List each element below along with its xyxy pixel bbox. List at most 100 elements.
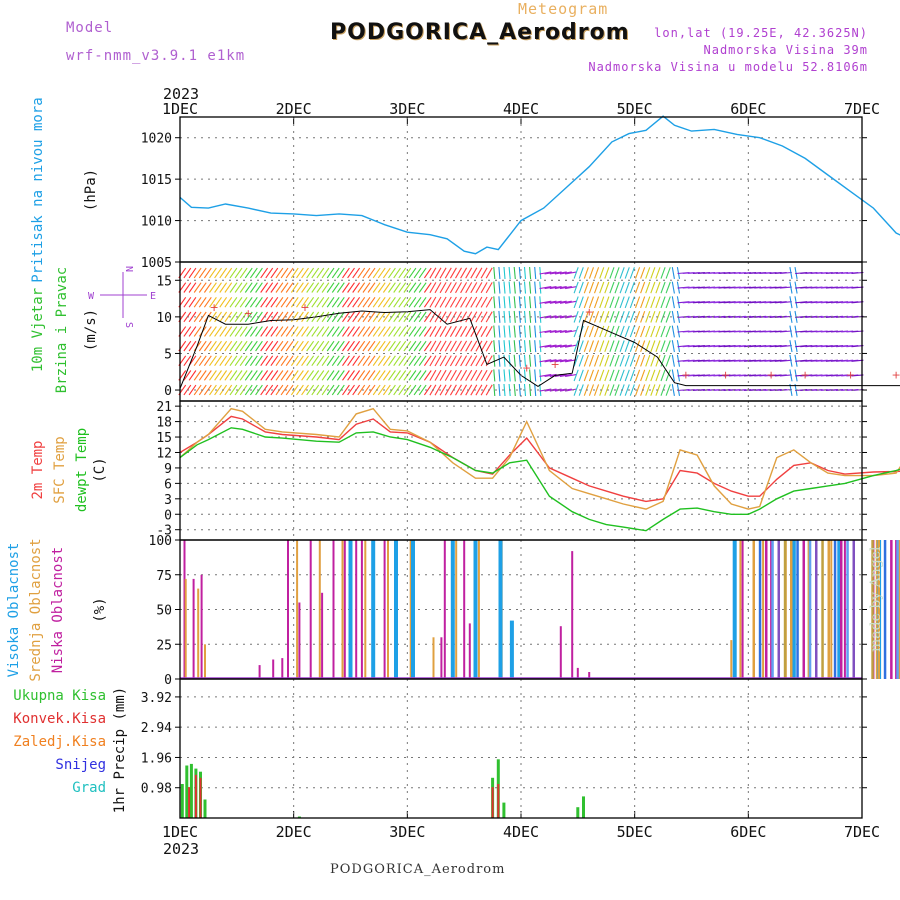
wind-arrow [362,296,371,308]
wind-arrow [640,281,646,294]
cloud-mid-bar [341,540,344,679]
wind-arrow [444,340,452,352]
cloud-low-bar [332,540,335,679]
wind-arrow [413,311,422,323]
wind-arrow [326,355,335,367]
wind-arrow [503,354,506,367]
wind-arrow [444,355,452,367]
wind-gust-marker: + [846,368,855,381]
wind-arrow [539,383,542,397]
cloud-low-bar [287,540,289,679]
wind-arrow [604,384,610,396]
legend-hail: Grad [72,780,106,796]
wind-arrow [534,266,537,280]
wind-arrow [539,271,552,275]
wind-arrow [306,384,315,396]
wind-arrow [650,369,656,382]
wind-arrow [498,266,501,280]
wind-arrow [444,326,452,337]
wind-arrow [539,296,542,309]
wind-arrow [645,281,651,294]
wind-arrow [599,340,605,352]
wind-arrow [518,340,521,353]
x-tick-label-top: 2DEC [276,100,312,118]
cloud-mix-bar [758,540,762,679]
compass-east: E [150,291,156,302]
wind-arrow [503,296,506,309]
wind-arrow [224,282,233,293]
wind-arrow [588,296,595,309]
wind-arrow [301,296,309,308]
wind-arrow [193,311,202,323]
temp-unit-label: (C) [92,457,108,482]
wind-arrow [640,296,646,309]
precip-total-bar [576,807,580,818]
wind-arrow [518,266,521,280]
station-title: PODGORICA_Aerodrom [330,20,630,45]
wind-arrow [480,340,488,352]
wind-arrow [565,300,577,304]
wind-arrow [554,271,567,275]
wind-arrow [534,369,537,382]
wind-arrow [367,267,376,279]
wind-arrow [382,340,391,352]
wind-arrow [316,370,325,381]
wind-arrow [645,354,651,367]
wind-arrow [398,282,407,293]
wind-arrow [275,296,284,308]
cloud-low-bar [443,540,446,679]
wind-arrow [413,326,422,337]
wind-arrow [671,310,675,323]
wind-arrow [388,355,396,367]
compass-south: S [123,322,134,328]
wind-arrow [544,315,557,319]
wind-arrow [554,329,567,334]
cloud-low-bar [281,658,284,679]
wind-arrow [408,355,417,367]
temp-sfc-line [179,407,900,510]
wind-arrow [296,282,304,293]
wind-arrow [573,384,579,396]
wind-arrow [660,281,666,294]
wind-arrow [219,296,228,308]
y-tick-label: 9 [164,462,172,477]
wind-arrow [244,282,253,293]
wind-arrow [518,310,521,323]
wind-arrow [599,281,605,294]
wind-arrow [619,325,625,338]
wind-arrow [219,340,228,352]
wind-arrow [429,355,437,367]
wind-arrow [498,369,501,382]
wind-arrow [518,296,521,309]
pressure-unit-label: (hPa) [83,169,99,211]
wind-arrow [336,282,345,293]
wind-arrow [640,369,646,382]
wind-arrow [609,354,615,367]
wind-arrow [578,267,584,279]
wind-arrow [624,281,630,294]
wind-arrow [614,354,620,367]
wind-arrow [423,370,432,381]
wind-arrow [614,384,620,396]
wind-arrow [198,282,207,293]
y-tick-label: 2.94 [141,721,172,736]
cloud-high-bar [411,540,415,679]
wind-arrow [321,370,330,381]
wind-arrow [352,355,361,367]
wind-arrow [508,281,511,294]
cloud-low-bar [321,592,324,679]
wind-arrow [559,286,572,290]
wind-arrow [460,369,468,381]
wind-arrow [503,281,506,294]
wind-arrow [544,300,557,304]
pressure-label: Pritisak na nivou mora [30,97,46,282]
wind-arrow [265,326,274,337]
wind-arrow [518,281,521,294]
wind-arrow [367,311,376,323]
wind-arrow [593,311,600,323]
wind-arrow [188,296,197,308]
wind-arrow [301,311,309,323]
wind-arrow [398,296,407,308]
wind-arrow [460,296,468,308]
precip-total-bar [297,816,301,818]
